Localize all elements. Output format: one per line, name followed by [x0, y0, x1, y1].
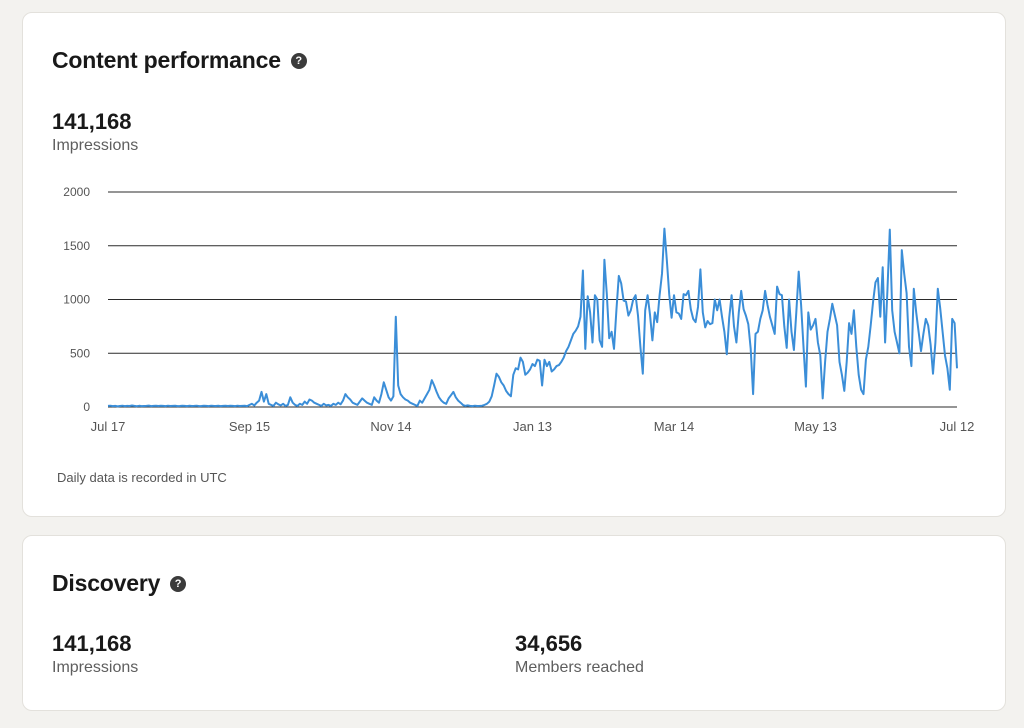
- x-tick-label: Sep 15: [229, 419, 270, 434]
- x-tick-label: Nov 14: [370, 419, 411, 434]
- y-tick-label: 1500: [63, 239, 90, 253]
- members-reached-label: Members reached: [515, 659, 644, 676]
- y-tick-label: 1000: [63, 293, 90, 307]
- content-performance-card: Content performance ? 141,168 Impression…: [22, 12, 1006, 517]
- impressions-series-line: [107, 227, 958, 408]
- impressions-label: Impressions: [52, 137, 139, 154]
- y-tick-label: 0: [83, 400, 90, 414]
- discovery-impressions-value: 141,168: [52, 631, 132, 656]
- y-tick-label: 500: [70, 346, 90, 360]
- x-tick-label: Mar 14: [654, 419, 694, 434]
- x-tick-label: May 13: [794, 419, 837, 434]
- discovery-title: Discovery: [52, 570, 161, 596]
- discovery-impressions-metric: 141,168 Impressions: [52, 631, 138, 677]
- members-reached-metric: 34,656 Members reached: [515, 631, 644, 677]
- impressions-line-chart: 0 500 1000 1500 2000 Jul 17 Sep 15 Nov 14 Jan 13…: [63, 185, 975, 434]
- question-circle-icon[interactable]: ?: [170, 575, 187, 592]
- x-tick-label: Jul 12: [940, 419, 975, 434]
- y-tick-label: 2000: [63, 185, 90, 199]
- discovery-impressions-label: Impressions: [52, 659, 139, 676]
- impressions-metric: 141,168 Impressions: [52, 109, 138, 155]
- question-circle-icon[interactable]: ?: [290, 52, 307, 69]
- content-performance-header: Content performance ?: [52, 47, 307, 74]
- discovery-card: Discovery ? 141,168 Impressions 34,656 M…: [22, 535, 1006, 711]
- members-reached-value: 34,656: [515, 631, 583, 656]
- x-tick-label: Jul 17: [91, 419, 126, 434]
- utc-footnote: Daily data is recorded in UTC: [57, 470, 227, 485]
- discovery-header: Discovery ?: [52, 570, 187, 597]
- content-performance-title: Content performance: [52, 47, 281, 73]
- impressions-value: 141,168: [52, 109, 132, 134]
- x-tick-label: Jan 13: [513, 419, 552, 434]
